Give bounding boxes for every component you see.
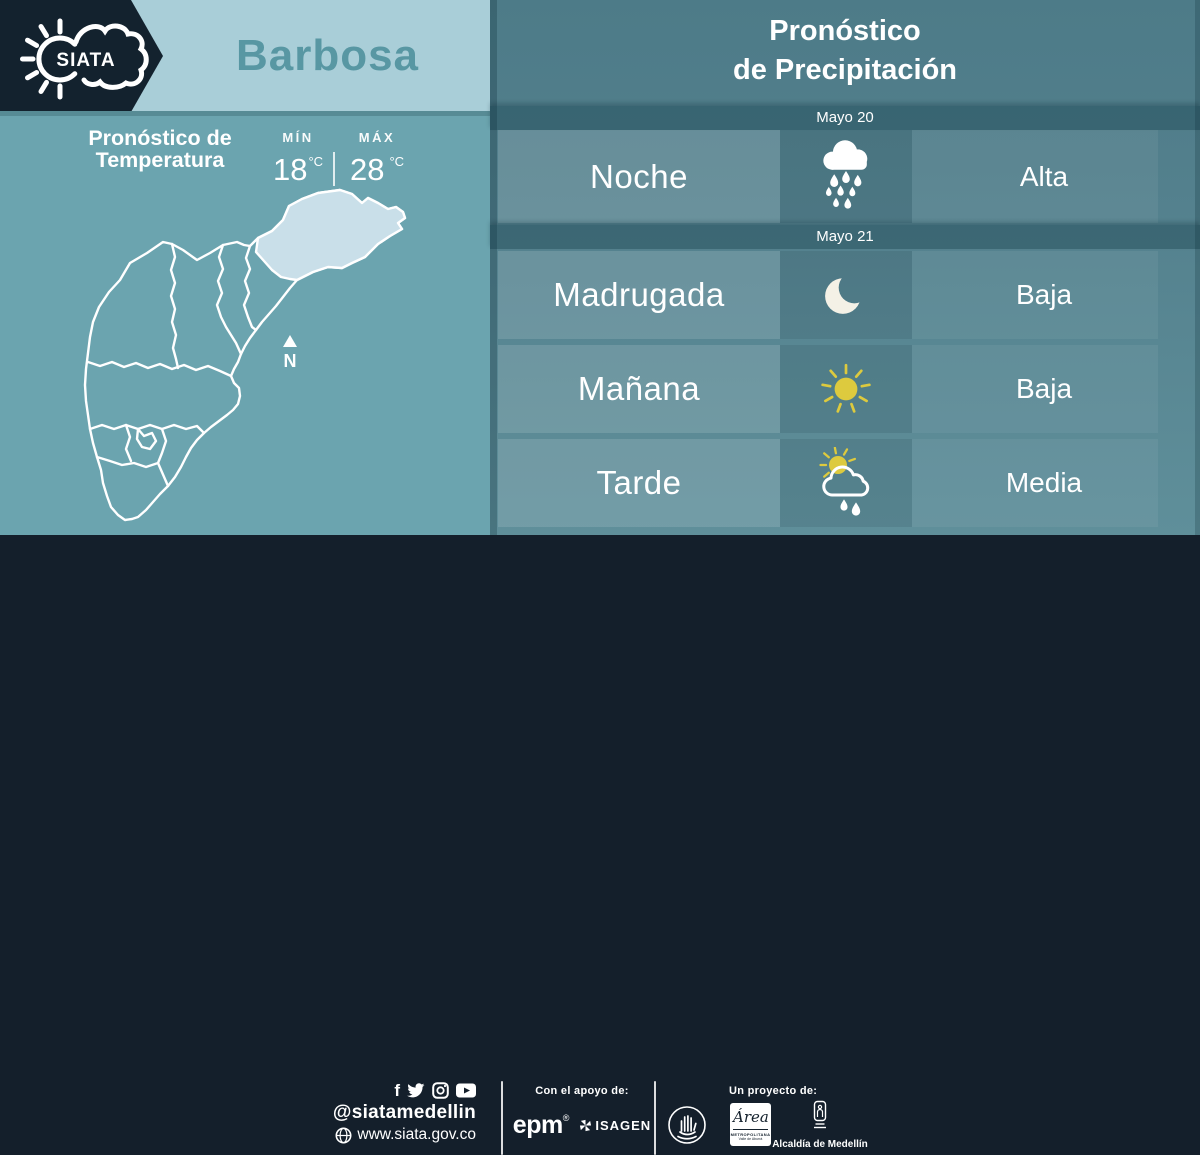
rain-cloud-icon [780,130,912,223]
sun-icon [780,345,912,433]
level-value: Alta [912,130,1158,223]
forecast-row-tarde: Tarde [490,439,1200,527]
border-medellin-south [88,423,206,435]
period-label: Mañana [498,345,780,433]
temperature-title: Pronóstico de Temperatura [88,126,232,172]
alcaldia-emblem-icon [813,1100,827,1129]
youtube-icon[interactable] [456,1083,476,1098]
support-block: Con el apoyo de: epm® ISAGEN [512,1085,652,1140]
level-value: Baja [912,345,1158,433]
precipitation-title: Pronóstico de Precipitación [732,15,957,86]
border-girardota [242,244,258,332]
area-metropolitana-logo: Área METROPOLITANA Valle de Aburrá [730,1103,771,1146]
globe-icon [335,1127,352,1143]
border-sabaneta [135,427,158,451]
period-label: Noche [498,130,780,223]
north-label: N [284,351,297,371]
forecast-row-madrugada: Madrugada Baja [490,251,1200,339]
municipality-title: Barbosa [235,30,420,80]
social-handle[interactable]: @siatamedellin [332,1102,476,1123]
level-value: Media [912,439,1158,527]
temperature-map-panel: N Pronóstico de Temperatura MÍN 18°C MÁX… [0,111,490,535]
north-arrow: N [283,335,297,371]
sun-cloud-icon [20,18,149,100]
min-value: 18°C [272,152,324,187]
min-label: MÍN [282,130,314,145]
level-value: Baja [912,251,1158,339]
facebook-icon[interactable]: f [394,1080,400,1100]
border-medellin-north [86,360,233,378]
forecast-row-noche: Noche Alta [490,130,1200,223]
alcaldia-logo: Alcaldía de Medellín [772,1100,868,1150]
temperature-divider [333,152,335,186]
temperature-max: MÁX 28 °C [341,130,413,188]
epm-logo: epm® [512,1111,570,1139]
project-label: Un proyecto de: [729,1085,818,1097]
footer-divider-1 [501,1081,503,1155]
municipality-barbosa [254,188,407,282]
border-envigado [156,427,168,465]
border-caldas [95,455,170,488]
website-url: www.siata.gov.co [357,1126,476,1143]
temperature-min: MÍN 18°C [267,130,329,188]
forecast-row-manana: Mañana Baja [490,345,1200,433]
social-icons: f [330,1081,476,1099]
border-itagui [124,423,133,463]
siata-logo-text: SIATA [56,50,115,71]
social-block: f @siatamedellin [330,1081,476,1144]
isagen-pinwheel-icon [580,1119,592,1132]
support-label: Con el apoyo de: [535,1085,629,1097]
moon-icon [780,251,912,339]
siata-logo-pennant: SIATA [0,0,163,112]
border-copacabana [215,243,243,356]
instagram-icon[interactable] [432,1081,449,1099]
hand-seal-icon [668,1106,706,1144]
aburra-valley-map: N [83,188,407,522]
isagen-logo: ISAGEN [579,1118,651,1133]
precipitation-panel: Pronóstico de Precipitación Mayo 20 Noch… [490,0,1200,535]
sun-rain-cloud-icon [780,439,912,527]
website-row[interactable]: www.siata.gov.co [330,1126,476,1144]
max-value: 28 °C [349,152,405,187]
footer-divider-2 [654,1081,656,1155]
max-label: MÁX [358,130,396,145]
period-label: Madrugada [498,251,780,339]
date-band-mayo-21: Mayo 21 [490,225,1200,249]
border-bello [169,242,180,370]
period-label: Tarde [498,439,780,527]
footer: f @siatamedellin [0,535,1200,1155]
date-band-mayo-20: Mayo 20 [490,106,1200,130]
twitter-icon[interactable] [407,1082,425,1098]
